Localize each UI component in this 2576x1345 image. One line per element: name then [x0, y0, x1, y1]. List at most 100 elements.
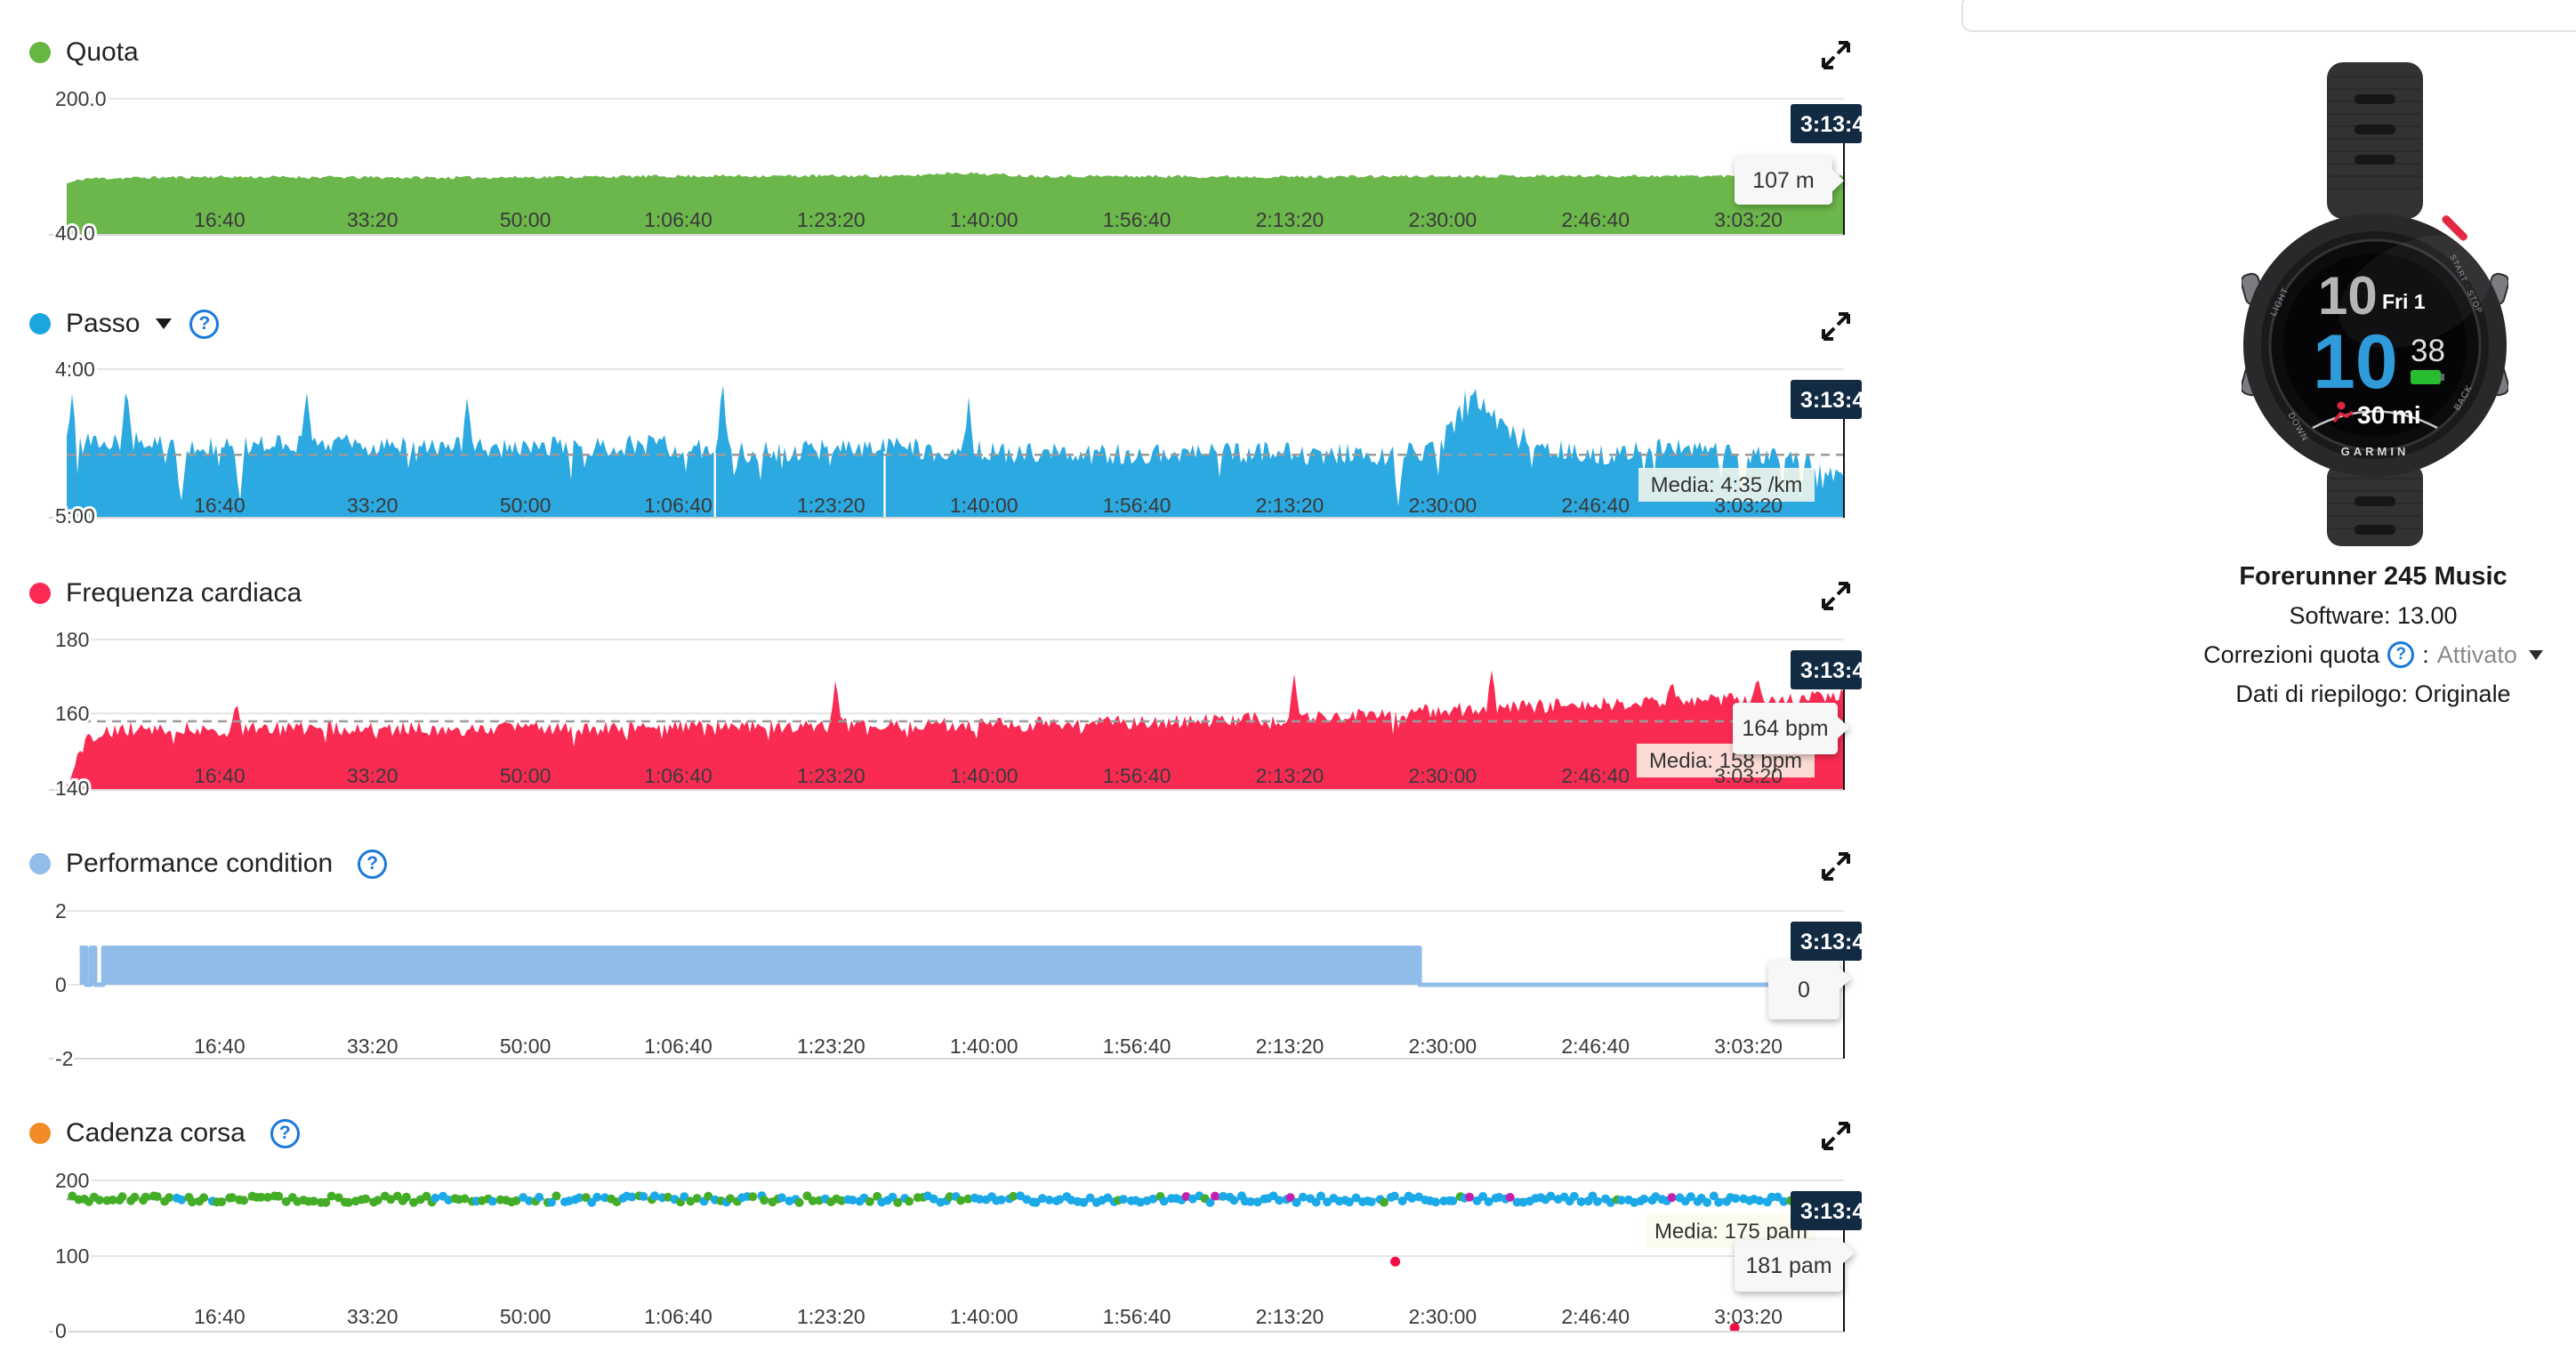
watch-screen-content: 10 Fri 1 10 38 30 mi GARMIN	[2312, 266, 2445, 458]
svg-text:2:30:00: 2:30:00	[1408, 1305, 1477, 1328]
svg-text:Media: 175 pam: Media: 175 pam	[1654, 1220, 1807, 1244]
performance-condition-chart[interactable]: 16:40 33:20 50:00 1:06:40 1:23:20 1:40:00 1:56…	[0, 897, 1862, 1071]
svg-text:5:00: 5:00	[55, 504, 95, 527]
svg-text:2:46:40: 2:46:40	[1561, 208, 1630, 231]
svg-text:200.0: 200.0	[55, 87, 107, 110]
svg-text:3:03:20: 3:03:20	[1714, 1035, 1783, 1058]
device-elevation-correction: Correzioni quota ? : Attivato	[2160, 635, 2576, 674]
passo-chart[interactable]: Media: 4:35 /km 16:40 33:20 50:00 1:06:40 1:2…	[0, 354, 1862, 527]
device-image: LIGHT DOWN START · STOP BACK 10 Fri 1 10…	[2240, 59, 2510, 546]
svg-text:50:00: 50:00	[500, 494, 551, 517]
chart-header-frequenza-cardiaca: Frequenza cardiaca	[29, 574, 302, 613]
svg-text:1:40:00: 1:40:00	[950, 764, 1018, 787]
svg-text:4:00: 4:00	[55, 358, 95, 381]
watch-screen	[2283, 254, 2467, 437]
chart-title-quota: Quota	[66, 37, 139, 67]
svg-text:2:30:00: 2:30:00	[1408, 1035, 1477, 1058]
svg-text:1:23:20: 1:23:20	[797, 208, 865, 231]
correction-value[interactable]: Attivato	[2436, 641, 2517, 668]
svg-text:2:13:20: 2:13:20	[1256, 494, 1324, 517]
battery-icon	[2411, 370, 2444, 384]
svg-text:164 bpm: 164 bpm	[1742, 716, 1828, 741]
expand-icon[interactable]	[1818, 37, 1854, 73]
svg-text:1:06:40: 1:06:40	[644, 494, 712, 517]
series-dot-fc	[29, 583, 51, 604]
svg-text:2:13:20: 2:13:20	[1256, 208, 1324, 231]
device-info: Forerunner 245 Music Software: 13.00 Cor…	[2160, 557, 2576, 713]
svg-text:30 mi: 30 mi	[2357, 401, 2421, 429]
correction-label: Correzioni quota	[2203, 641, 2380, 668]
svg-text:16:40: 16:40	[194, 1035, 246, 1058]
chevron-down-icon[interactable]	[2528, 649, 2543, 660]
svg-text:100: 100	[55, 1244, 89, 1268]
svg-text:1:56:40: 1:56:40	[1103, 1035, 1171, 1058]
svg-text:33:20: 33:20	[347, 208, 398, 231]
svg-text:Media: 4:35 /km: Media: 4:35 /km	[1651, 473, 1803, 497]
cadenza-corsa-chart[interactable]: Media: 175 pam 16:40 33:20 50:00 1:06:40 1:23…	[0, 1167, 1862, 1345]
svg-text:0: 0	[1798, 978, 1810, 1003]
svg-text:1:06:40: 1:06:40	[644, 764, 712, 787]
svg-text:3:03:20: 3:03:20	[1714, 494, 1783, 517]
svg-text:1:06:40: 1:06:40	[644, 1305, 712, 1328]
svg-text:2:13:20: 2:13:20	[1256, 1305, 1324, 1328]
svg-text:1:40:00: 1:40:00	[950, 1035, 1018, 1058]
help-icon[interactable]: ?	[270, 1118, 300, 1148]
correction-separator: :	[2422, 641, 2429, 668]
svg-text:38: 38	[2411, 334, 2445, 368]
chart-header-cadenza-corsa: Cadenza corsa ?	[29, 1114, 300, 1153]
svg-text:1:23:20: 1:23:20	[797, 1305, 865, 1328]
runner-icon	[2332, 401, 2355, 423]
svg-text:40.0: 40.0	[55, 221, 95, 245]
svg-text:16:40: 16:40	[194, 764, 246, 787]
svg-text:16:40: 16:40	[194, 494, 246, 517]
series-dot-performance	[29, 853, 51, 874]
device-name: Forerunner 245 Music	[2239, 562, 2508, 591]
chart-header-performance-condition: Performance condition ?	[29, 844, 388, 883]
expand-icon[interactable]	[1818, 849, 1854, 884]
help-icon[interactable]: ?	[358, 849, 388, 879]
series-dot-cadenza	[29, 1123, 51, 1144]
svg-text:1:06:40: 1:06:40	[644, 1035, 712, 1058]
svg-text:16:40: 16:40	[194, 1305, 246, 1328]
svg-text:1:56:40: 1:56:40	[1103, 764, 1171, 787]
help-icon[interactable]: ?	[2387, 641, 2415, 668]
expand-icon[interactable]	[1818, 578, 1854, 614]
series-dot-quota	[29, 42, 51, 63]
svg-text:1:23:20: 1:23:20	[797, 764, 865, 787]
chart-title-cadenza-corsa: Cadenza corsa	[66, 1118, 246, 1148]
svg-text:10: 10	[2313, 319, 2398, 405]
svg-text:1:23:20: 1:23:20	[797, 1035, 865, 1058]
svg-text:1:56:40: 1:56:40	[1103, 494, 1171, 517]
svg-text:3:03:20: 3:03:20	[1714, 208, 1783, 231]
svg-text:2:46:40: 2:46:40	[1561, 1305, 1630, 1328]
svg-text:0: 0	[55, 973, 67, 996]
svg-text:GARMIN: GARMIN	[2341, 445, 2410, 458]
svg-text:1:56:40: 1:56:40	[1103, 1305, 1171, 1328]
svg-text:10: 10	[2318, 266, 2378, 326]
help-icon[interactable]: ?	[189, 309, 220, 339]
watch-red-accent	[2442, 215, 2467, 241]
expand-icon[interactable]	[1818, 309, 1854, 344]
svg-text:-2: -2	[55, 1047, 73, 1070]
svg-text:1:40:00: 1:40:00	[950, 1305, 1018, 1328]
device-software: Software: 13.00	[2289, 602, 2458, 629]
svg-text:3:13:4: 3:13:4	[1800, 1199, 1862, 1224]
svg-text:2:46:40: 2:46:40	[1561, 764, 1630, 787]
chevron-down-icon[interactable]	[156, 318, 173, 329]
svg-text:33:20: 33:20	[347, 1305, 398, 1328]
chart-header-passo: Passo ?	[29, 304, 220, 343]
chart-title-passo: Passo	[66, 309, 141, 338]
svg-text:180: 180	[55, 628, 89, 651]
svg-text:140: 140	[55, 777, 89, 800]
expand-icon[interactable]	[1818, 1118, 1854, 1154]
device-summary-data: Dati di riepilogo: Originale	[2235, 681, 2511, 707]
quota-chart[interactable]: 16:40 33:20 50:00 1:06:40 1:23:20 1:40:00 1:56…	[0, 80, 1862, 246]
chart-title-frequenza-cardiaca: Frequenza cardiaca	[66, 578, 302, 608]
svg-text:2:13:20: 2:13:20	[1256, 1035, 1324, 1058]
svg-text:1:40:00: 1:40:00	[950, 208, 1018, 231]
svg-text:2:46:40: 2:46:40	[1561, 1035, 1630, 1058]
svg-text:33:20: 33:20	[347, 764, 398, 787]
svg-text:50:00: 50:00	[500, 208, 551, 231]
svg-text:1:06:40: 1:06:40	[644, 208, 712, 231]
